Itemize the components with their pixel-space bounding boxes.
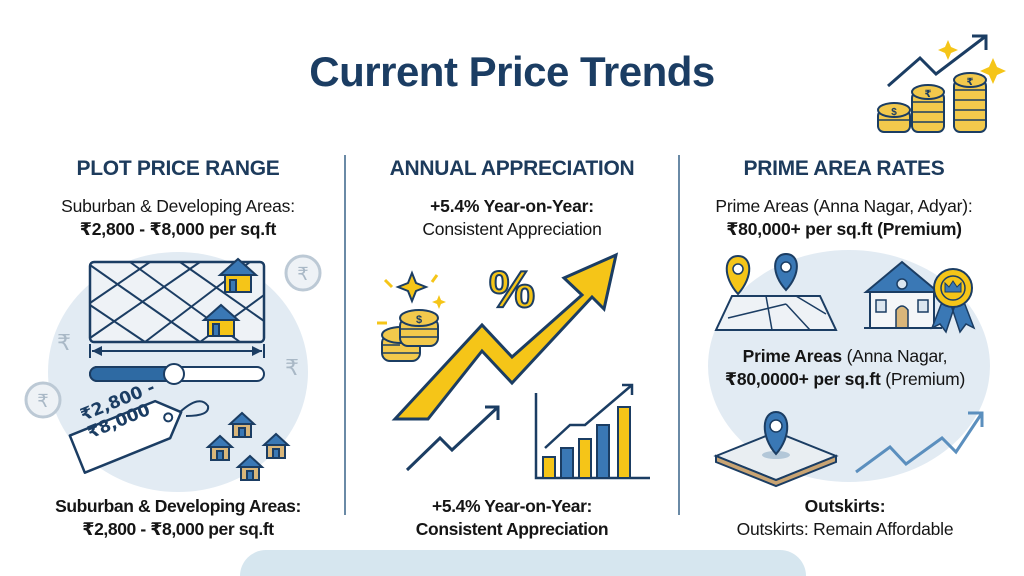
prime-area-rates-column: PRIME AREA RATES Prime Areas (Anna Nagar… — [680, 0, 1024, 576]
page-title: Current Price Trends — [309, 48, 715, 95]
svg-text:₹: ₹ — [967, 77, 974, 88]
svg-text:%: % — [489, 261, 535, 319]
column-heading: PLOT PRICE RANGE — [76, 157, 280, 180]
subtitle-line: Prime Areas (Anna Nagar, Adyar): — [715, 196, 973, 216]
subtitle-line: ₹80,000+ per sq.ft (Premium) — [726, 219, 962, 239]
mid-label-text: (Anna Nagar, — [841, 346, 948, 366]
prime-areas-mid-label: Prime Areas (Anna Nagar, ₹80,0000+ per s… — [680, 345, 1010, 391]
mid-label-bold: Prime Areas — [742, 346, 842, 366]
svg-text:$: $ — [891, 107, 897, 118]
plot-price-range-column: PLOT PRICE RANGE Suburban & Developing A… — [0, 0, 344, 576]
annual-appreciation-column: ANNUAL APPRECIATION +5.4% Year-on-Year: … — [346, 0, 678, 576]
svg-text:₹: ₹ — [285, 356, 299, 381]
column-footer: Outskirts: Outskirts: Remain Affordable — [680, 495, 1010, 541]
svg-text:$: $ — [416, 314, 422, 326]
footer-line: Outskirts: — [804, 496, 886, 516]
svg-text:₹: ₹ — [925, 89, 932, 100]
plot-land-illustration: ₹ ₹ ₹ ₹ — [20, 245, 340, 485]
subtitle-line: ₹2,800 - ₹8,000 per sq.ft — [79, 219, 277, 239]
subtitle-line: +5.4% Year-on-Year: — [430, 196, 594, 216]
mid-label-text: (Premium) — [880, 369, 966, 389]
column-heading: PRIME AREA RATES — [743, 157, 945, 180]
column-divider — [344, 155, 346, 515]
footer-line: Outskirts: Remain Affordable — [736, 519, 954, 539]
footer-line: Suburban & Developing Areas: — [55, 496, 301, 516]
column-subtitle: Prime Areas (Anna Nagar, Adyar): ₹80,000… — [680, 195, 1008, 241]
bottom-panel — [240, 550, 806, 576]
footer-line: +5.4% Year-on-Year: — [432, 496, 592, 516]
column-divider — [678, 155, 680, 515]
column-subtitle: Suburban & Developing Areas: ₹2,800 - ₹8… — [0, 195, 356, 241]
mid-label-bold: ₹80,0000+ per sq.ft — [724, 369, 881, 389]
coins-growth-arrow-icon: $ ₹ ₹ — [868, 28, 1018, 138]
column-footer: +5.4% Year-on-Year: Consistent Appreciat… — [346, 495, 678, 541]
subtitle-line: Suburban & Developing Areas: — [61, 196, 295, 216]
growth-arrow-illustration: % $ — [360, 245, 670, 485]
svg-text:₹: ₹ — [37, 391, 48, 412]
column-footer: Suburban & Developing Areas: ₹2,800 - ₹8… — [0, 495, 356, 541]
prime-location-illustration — [710, 252, 1010, 342]
column-heading: ANNUAL APPRECIATION — [389, 157, 635, 180]
footer-line: ₹2,800 - ₹8,000 per sq.ft — [82, 519, 274, 539]
column-subtitle: +5.4% Year-on-Year: Consistent Appreciat… — [346, 195, 678, 241]
subtitle-line: Consistent Appreciation — [422, 219, 602, 239]
svg-text:₹: ₹ — [297, 264, 308, 285]
outskirts-illustration — [710, 398, 1010, 490]
svg-text:₹: ₹ — [57, 331, 71, 356]
footer-line: Consistent Appreciation — [415, 519, 609, 539]
